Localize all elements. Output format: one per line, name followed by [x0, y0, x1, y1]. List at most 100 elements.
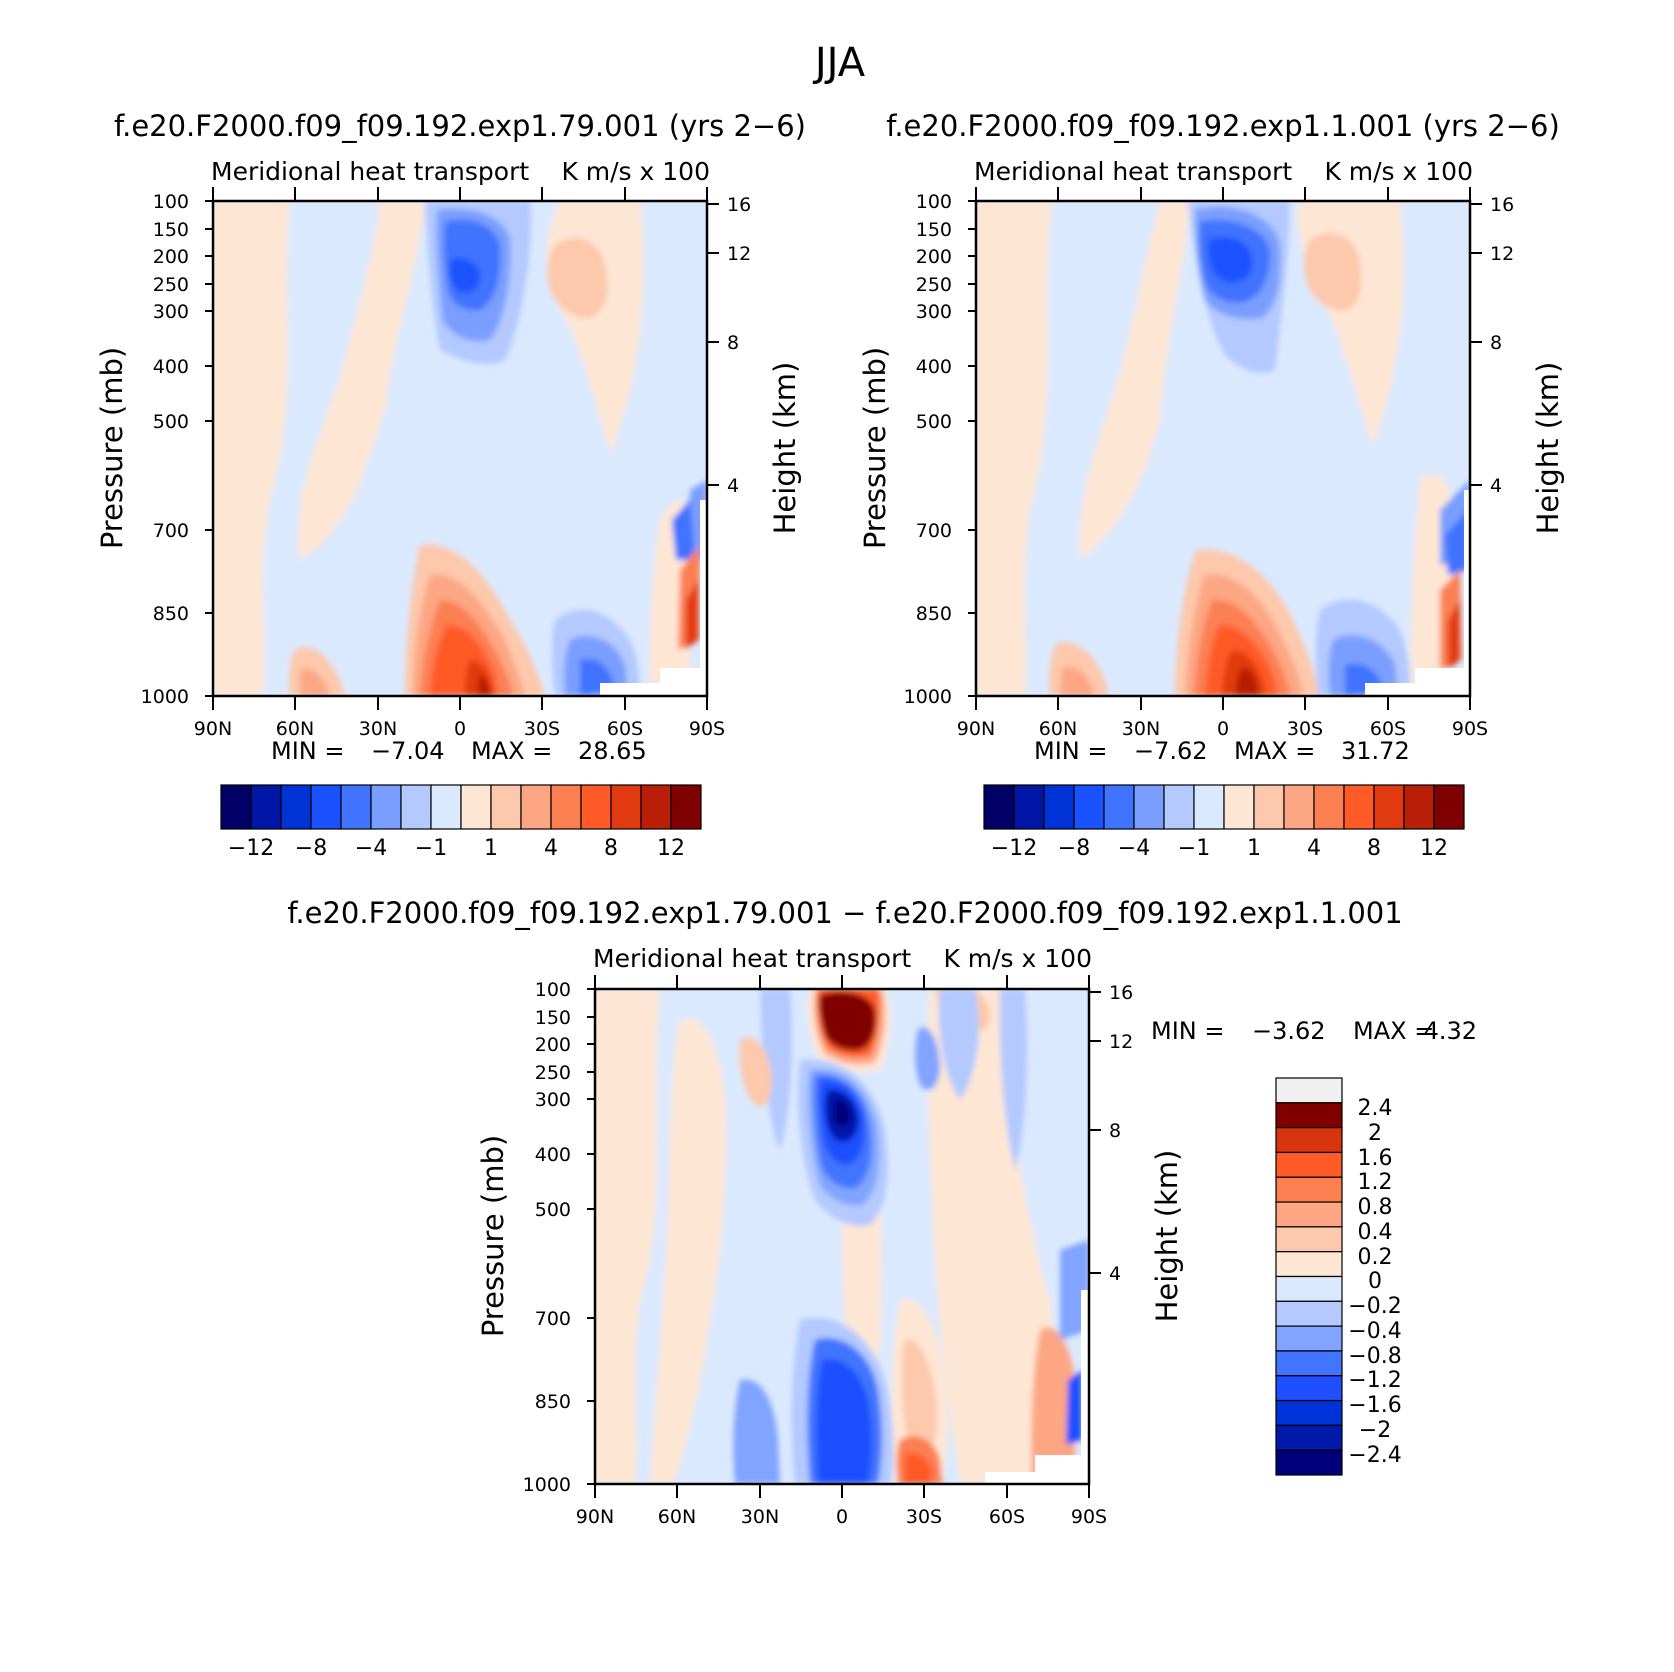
colorbar-b	[983, 784, 1465, 830]
colorbar-swatch	[1133, 784, 1165, 830]
colorbar-label-c-4: 0.8	[1358, 1195, 1393, 1220]
colorbar-label-b-3: −1	[1178, 836, 1210, 861]
height-tick-a-8: 8	[727, 332, 739, 354]
pressure-tick-a-400: 400	[153, 356, 189, 378]
colorbar-swatch	[1193, 784, 1225, 830]
colorbar-swatch	[1013, 784, 1045, 830]
x-tick-c-30s: 30S	[906, 1506, 942, 1528]
min-value-b: −7.62	[1134, 737, 1208, 765]
x-tick-a-0: 0	[454, 718, 466, 740]
subtitle-right-a: K m/s x 100	[561, 157, 710, 186]
colorbar-label-c-0: 2.4	[1358, 1096, 1393, 1121]
subtitle-left-b: Meridional heat transport	[974, 157, 1292, 186]
colorbar-label-c-13: −2	[1359, 1418, 1391, 1443]
x-tick-a-90n: 90N	[194, 718, 232, 740]
pressure-tick-c-200: 200	[535, 1034, 571, 1056]
colorbar-label-b-5: 4	[1307, 836, 1321, 861]
pressure-tick-b-1000: 1000	[904, 686, 952, 708]
pressure-tick-c-1000: 1000	[523, 1474, 571, 1496]
colorbar-swatch	[1043, 784, 1075, 830]
subtitle-right-b: K m/s x 100	[1324, 157, 1473, 186]
colorbar-swatch	[1275, 1151, 1343, 1178]
pressure-tick-a-100: 100	[153, 191, 189, 213]
colorbar-swatch	[1275, 1226, 1343, 1253]
colorbar-label-c-14: −2.4	[1348, 1443, 1401, 1468]
pressure-tick-a-300: 300	[153, 301, 189, 323]
pressure-tick-c-100: 100	[535, 979, 571, 1001]
colorbar-label-c-6: 0.2	[1358, 1245, 1393, 1270]
colorbar-swatch	[1313, 784, 1345, 830]
height-tick-b-4: 4	[1490, 475, 1502, 497]
colorbar-swatch	[1403, 784, 1435, 830]
colorbar-swatch	[1103, 784, 1135, 830]
max-label-a: MAX =	[471, 737, 552, 765]
colorbar-swatch	[640, 784, 672, 830]
pressure-tick-c-500: 500	[535, 1199, 571, 1221]
colorbar-swatch	[1275, 1325, 1343, 1352]
colorbar-label-b-4: 1	[1247, 836, 1261, 861]
colorbar-swatch	[1163, 784, 1195, 830]
x-tick-c-60n: 60N	[658, 1506, 696, 1528]
max-value-a: 28.65	[578, 737, 647, 765]
height-tick-c-4: 4	[1109, 1263, 1121, 1285]
pressure-tick-b-250: 250	[916, 274, 952, 296]
y-axis-label-a: Pressure (mb)	[95, 347, 129, 549]
colorbar-swatch	[580, 784, 612, 830]
height-tick-a-16: 16	[727, 194, 751, 216]
colorbar-swatch	[1433, 784, 1465, 830]
colorbar-swatch	[1343, 784, 1375, 830]
colorbar-label-a-3: −1	[415, 836, 447, 861]
axis-ticks-b	[968, 187, 1482, 710]
x-tick-a-30s: 30S	[524, 718, 560, 740]
colorbar-swatch	[1275, 1176, 1343, 1203]
contour-field-c	[595, 989, 1089, 1484]
colorbar-swatch	[670, 784, 702, 830]
colorbar-swatch	[1275, 1350, 1343, 1377]
x-tick-a-60s: 60S	[607, 718, 643, 740]
colorbar-swatch	[1275, 1251, 1343, 1278]
colorbar-swatch	[250, 784, 282, 830]
colorbar-swatch	[1275, 1449, 1343, 1476]
colorbar-swatch	[1373, 784, 1405, 830]
colorbar-label-b-1: −8	[1058, 836, 1090, 861]
subtitle-left-c: Meridional heat transport	[593, 944, 911, 973]
x-tick-c-90s: 90S	[1071, 1506, 1107, 1528]
pressure-tick-b-300: 300	[916, 301, 952, 323]
pressure-tick-b-500: 500	[916, 411, 952, 433]
y2-axis-label-b: Height (km)	[1531, 362, 1565, 535]
height-tick-b-8: 8	[1490, 332, 1502, 354]
colorbar-swatch	[280, 784, 312, 830]
colorbar-swatch	[1253, 784, 1285, 830]
axis-ticks-a	[205, 187, 719, 710]
colorbar-swatch	[1275, 1375, 1343, 1402]
x-tick-b-60s: 60S	[1370, 718, 1406, 740]
colorbar-label-b-6: 8	[1367, 836, 1381, 861]
pressure-tick-a-500: 500	[153, 411, 189, 433]
height-tick-b-12: 12	[1490, 243, 1514, 265]
colorbar-swatch	[370, 784, 402, 830]
case-title-right: f.e20.F2000.f09_f09.192.exp1.1.001 (yrs …	[886, 109, 1560, 143]
max-label-b: MAX =	[1234, 737, 1315, 765]
colorbar-swatch	[1283, 784, 1315, 830]
pressure-tick-c-250: 250	[535, 1062, 571, 1084]
colorbar-swatch	[400, 784, 432, 830]
height-tick-a-4: 4	[727, 475, 739, 497]
pressure-tick-b-150: 150	[916, 219, 952, 241]
max-value-b: 31.72	[1341, 737, 1410, 765]
colorbar-swatch	[1275, 1300, 1343, 1327]
colorbar-label-a-2: −4	[355, 836, 387, 861]
x-tick-a-30n: 30N	[359, 718, 397, 740]
x-tick-b-90n: 90N	[957, 718, 995, 740]
colorbar-label-c-7: 0	[1368, 1269, 1382, 1294]
height-tick-c-8: 8	[1109, 1120, 1121, 1142]
colorbar-swatch	[460, 784, 492, 830]
colorbar-label-c-9: −0.4	[1348, 1319, 1401, 1344]
x-tick-b-90s: 90S	[1452, 718, 1488, 740]
colorbar-label-c-5: 0.4	[1358, 1220, 1393, 1245]
subtitle-left-a: Meridional heat transport	[211, 157, 529, 186]
panel-difference: Meridional heat transport K m/s x 100	[476, 944, 1477, 1528]
case-title-bottom: f.e20.F2000.f09_f09.192.exp1.79.001 − f.…	[287, 896, 1402, 930]
colorbar-label-c-3: 1.2	[1358, 1170, 1393, 1195]
contour-field-a	[213, 201, 707, 696]
figure-title: JJA	[812, 40, 866, 86]
